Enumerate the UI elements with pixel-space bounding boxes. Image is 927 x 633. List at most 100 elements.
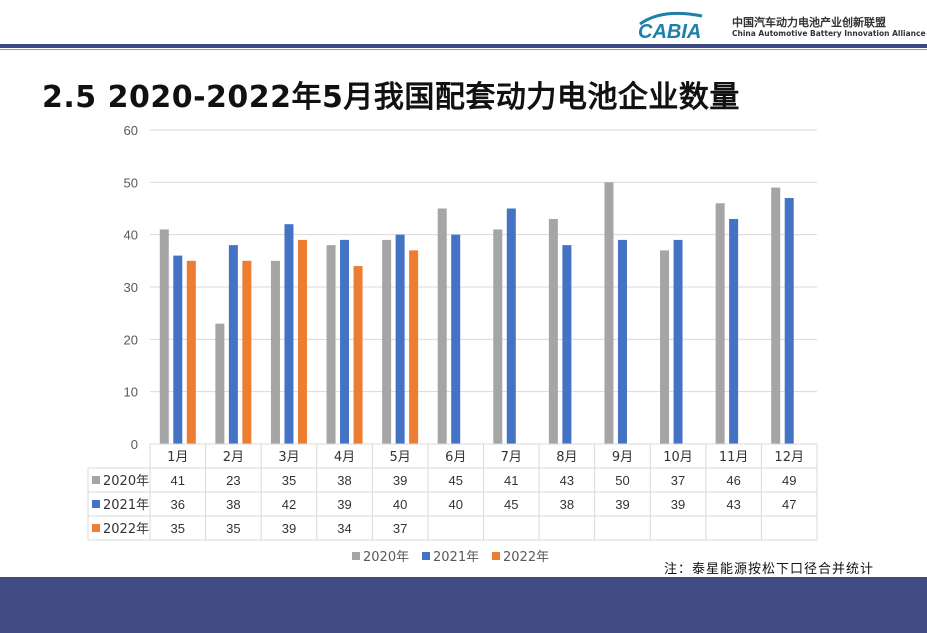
x-category-label: 2月 bbox=[223, 450, 244, 465]
cabia-logo-mark: CABIA bbox=[638, 11, 703, 42]
bar bbox=[297, 239, 307, 444]
x-category-label: 1月 bbox=[167, 450, 188, 465]
bar bbox=[382, 239, 392, 444]
table-value: 37 bbox=[671, 473, 685, 488]
x-category-label: 4月 bbox=[334, 450, 355, 465]
logo-wordmark: CABIA bbox=[638, 21, 701, 42]
x-category-label: 12月 bbox=[774, 450, 804, 465]
bar bbox=[660, 250, 670, 444]
bar bbox=[395, 234, 405, 444]
bar bbox=[771, 187, 781, 445]
table-value: 42 bbox=[282, 497, 296, 512]
bar bbox=[270, 260, 280, 444]
table-value: 39 bbox=[282, 521, 296, 536]
bar bbox=[340, 239, 350, 444]
table-legend-key bbox=[92, 476, 100, 484]
legend-swatch bbox=[422, 552, 430, 560]
table-value: 35 bbox=[282, 473, 296, 488]
bar bbox=[617, 239, 627, 444]
legend-label: 2022年 bbox=[503, 550, 549, 565]
bar bbox=[159, 229, 169, 444]
y-tick-label: 20 bbox=[124, 332, 138, 347]
bar bbox=[548, 218, 558, 444]
legend-swatch bbox=[492, 552, 500, 560]
table-value: 39 bbox=[671, 497, 685, 512]
bar bbox=[562, 245, 572, 444]
table-value: 43 bbox=[560, 473, 574, 488]
table-value: 40 bbox=[448, 497, 462, 512]
table-value: 40 bbox=[393, 497, 407, 512]
bar bbox=[715, 203, 725, 444]
table-value: 23 bbox=[226, 473, 240, 488]
x-category-label: 8月 bbox=[556, 450, 577, 465]
table-value: 43 bbox=[726, 497, 740, 512]
y-tick-label: 10 bbox=[124, 385, 138, 400]
bar bbox=[409, 250, 419, 444]
bar bbox=[784, 198, 794, 444]
bar bbox=[284, 224, 294, 444]
table-value: 36 bbox=[171, 497, 185, 512]
bar bbox=[604, 182, 614, 445]
source-note: 注：泰星能源按松下口径合并统计 bbox=[664, 562, 875, 577]
x-category-label: 10月 bbox=[663, 450, 693, 465]
logo-english-name: China Automotive Battery Innovation Alli… bbox=[732, 29, 926, 38]
table-value: 38 bbox=[560, 497, 574, 512]
table-value: 38 bbox=[337, 473, 351, 488]
bar bbox=[451, 234, 461, 444]
bar bbox=[186, 260, 196, 444]
table-value: 39 bbox=[615, 497, 629, 512]
bar bbox=[242, 260, 252, 444]
table-value: 35 bbox=[226, 521, 240, 536]
bar bbox=[228, 245, 238, 444]
table-series-name: 2020年 bbox=[103, 474, 149, 489]
x-category-label: 3月 bbox=[278, 450, 299, 465]
header-rule bbox=[0, 44, 927, 48]
table-value: 38 bbox=[226, 497, 240, 512]
y-tick-label: 0 bbox=[131, 437, 138, 452]
table-value: 49 bbox=[782, 473, 796, 488]
bar bbox=[729, 218, 739, 444]
y-tick-label: 40 bbox=[124, 228, 138, 243]
bar bbox=[326, 245, 336, 444]
table-series-name: 2022年 bbox=[103, 522, 149, 537]
table-legend-key bbox=[92, 524, 100, 532]
table-value: 34 bbox=[337, 521, 351, 536]
table-value: 46 bbox=[726, 473, 740, 488]
table-legend-key bbox=[92, 500, 100, 508]
page-title: 2.5 2020-2022年5月我国配套动力电池企业数量 bbox=[42, 80, 740, 115]
y-tick-label: 50 bbox=[124, 175, 138, 190]
x-category-label: 9月 bbox=[612, 450, 633, 465]
bar bbox=[437, 208, 447, 444]
x-category-label: 6月 bbox=[445, 450, 466, 465]
x-category-label: 11月 bbox=[719, 450, 749, 465]
legend-label: 2020年 bbox=[363, 550, 409, 565]
table-series-name: 2021年 bbox=[103, 498, 149, 513]
bar bbox=[493, 229, 503, 444]
cabia-logo: CABIA 中国汽车动力电池产业创新联盟 China Automotive Ba… bbox=[620, 6, 926, 44]
table-value: 37 bbox=[393, 521, 407, 536]
bar bbox=[215, 323, 225, 444]
bar bbox=[173, 255, 183, 444]
footer-bar bbox=[0, 577, 927, 633]
x-category-label: 7月 bbox=[501, 450, 522, 465]
x-category-label: 5月 bbox=[389, 450, 410, 465]
table-value: 47 bbox=[782, 497, 796, 512]
table-value: 35 bbox=[171, 521, 185, 536]
table-value: 45 bbox=[448, 473, 462, 488]
table-value: 39 bbox=[337, 497, 351, 512]
bar bbox=[353, 266, 363, 444]
bar bbox=[673, 239, 683, 444]
legend-label: 2021年 bbox=[433, 550, 479, 565]
legend-swatch bbox=[352, 552, 360, 560]
table-value: 41 bbox=[504, 473, 518, 488]
table-value: 39 bbox=[393, 473, 407, 488]
bar bbox=[506, 208, 516, 444]
logo-chinese-name: 中国汽车动力电池产业创新联盟 bbox=[732, 16, 886, 29]
y-tick-label: 30 bbox=[124, 280, 138, 295]
table-value: 41 bbox=[171, 473, 185, 488]
header-rule-thin bbox=[0, 49, 927, 50]
table-value: 45 bbox=[504, 497, 518, 512]
table-value: 50 bbox=[615, 473, 629, 488]
y-tick-label: 60 bbox=[124, 123, 138, 138]
